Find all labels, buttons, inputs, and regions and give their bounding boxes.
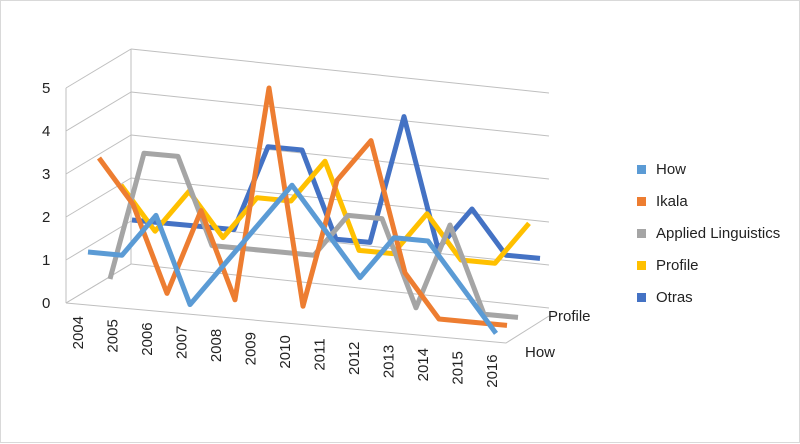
gridline-back: [130, 134, 550, 180]
legend-swatch: [637, 260, 646, 270]
legend: How Ikala Applied Linguistics Profile Otras: [637, 153, 780, 313]
legend-swatch: [637, 292, 646, 302]
series-lines: [87, 85, 541, 335]
legend-swatch: [637, 196, 646, 206]
legend-item: Applied Linguistics: [637, 217, 780, 249]
legend-item: How: [637, 153, 780, 185]
x-tick-label: 2004: [70, 316, 87, 349]
legend-label: Profile: [656, 256, 699, 274]
gridline-wall: [65, 177, 132, 218]
series-line-otras: [131, 114, 541, 261]
x-tick-label: 2013: [381, 345, 398, 378]
gridline-back: [130, 91, 550, 137]
y-axis-ticks: 0 1 2 3 4 5: [42, 80, 50, 312]
series-line-applied-linguistics: [107, 150, 519, 320]
floor-edge: [65, 302, 550, 344]
legend-label: Applied Linguistics: [656, 224, 781, 242]
depth-tick-label: How: [525, 344, 555, 361]
x-tick-label: 2008: [208, 329, 225, 362]
x-tick-label: 2005: [105, 319, 122, 352]
x-tick-label: 2014: [415, 348, 432, 381]
y-tick-label: 2: [42, 209, 50, 226]
x-tick-label: 2009: [243, 332, 260, 365]
x-tick-label: 2007: [174, 326, 191, 359]
gridline-wall: [65, 48, 132, 89]
gridline-back: [130, 48, 550, 94]
x-tick-label: 2016: [484, 354, 501, 387]
y-tick-label: 3: [42, 166, 50, 183]
series-line-ikala: [96, 85, 508, 328]
gridline-wall: [65, 263, 132, 304]
depth-axis-ticks: How Profile: [525, 308, 591, 361]
x-tick-label: 2006: [139, 322, 156, 355]
x-tick-label: 2015: [450, 351, 467, 384]
y-tick-label: 0: [42, 295, 50, 312]
legend-swatch: [637, 228, 646, 238]
legend-label: Ikala: [656, 192, 688, 210]
x-tick-label: 2011: [312, 338, 329, 370]
gridline-wall: [65, 91, 132, 132]
gridline-wall: [65, 220, 132, 261]
series-line-how: [87, 182, 499, 335]
legend-swatch: [637, 164, 646, 174]
legend-label: How: [656, 160, 687, 178]
depth-tick-label: Profile: [548, 308, 591, 325]
legend-item: Ikala: [637, 185, 780, 217]
x-tick-label: 2012: [346, 342, 363, 375]
legend-label: Otras: [656, 288, 693, 306]
left-wall-back-edge: [65, 49, 132, 304]
gridline-wall: [65, 134, 132, 175]
y-tick-label: 4: [42, 123, 50, 140]
x-tick-label: 2010: [277, 335, 294, 368]
x-axis-ticks: 2004 2005 2006 2007 2008 2009 2010 2011 2012 2013…: [70, 316, 501, 388]
y-tick-label: 5: [42, 80, 50, 97]
y-tick-label: 1: [42, 252, 50, 269]
legend-item: Otras: [637, 281, 780, 313]
legend-item: Profile: [637, 249, 780, 281]
